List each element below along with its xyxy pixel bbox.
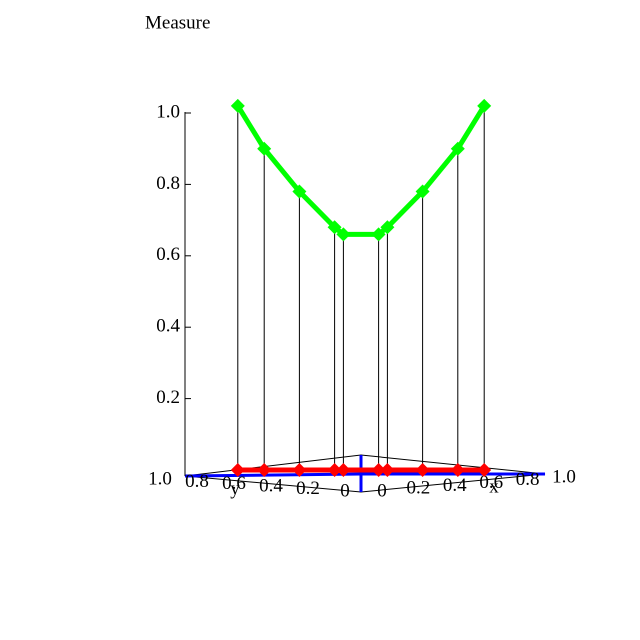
point <box>257 463 272 477</box>
point <box>380 220 395 235</box>
point <box>477 463 492 477</box>
point <box>230 98 245 113</box>
point <box>336 227 351 242</box>
point <box>327 220 342 235</box>
y-axis-label: y <box>230 478 240 499</box>
x-tick-label: 0.2 <box>407 478 431 499</box>
y-tick-label: 1.0 <box>148 468 172 489</box>
point <box>450 141 465 156</box>
x-tick-label: 0.8 <box>516 469 540 490</box>
x-tick-label: 0.6 <box>479 472 503 493</box>
y-tick-label: 0.6 <box>222 473 246 494</box>
point <box>230 463 245 477</box>
point <box>380 463 395 477</box>
y-tick-label: 0.4 <box>259 476 283 497</box>
point <box>327 463 342 477</box>
point <box>371 463 386 477</box>
point <box>292 463 307 477</box>
point <box>336 463 351 477</box>
y-tick-label: 0.8 <box>185 471 209 492</box>
x-tick-label: 0 <box>377 480 387 501</box>
point <box>415 184 430 199</box>
y-tick-label: 0 <box>340 480 350 501</box>
z-tick-label: 0.8 <box>156 173 180 194</box>
x-tick-label: 1.0 <box>552 466 576 487</box>
series-line <box>235 104 487 237</box>
point <box>450 463 465 477</box>
y-axis <box>184 472 362 478</box>
z-tick-label: 0.2 <box>156 387 180 408</box>
point <box>415 463 430 477</box>
point <box>371 227 386 242</box>
z-tick-label: 0.4 <box>156 316 180 337</box>
point <box>257 141 272 156</box>
z-tick-label: 0.6 <box>156 244 180 265</box>
x-tick-label: 0.4 <box>443 475 467 496</box>
chart-title: Measure <box>145 12 210 33</box>
x-axis-label: x <box>489 476 499 497</box>
y-tick-label: 0.2 <box>296 478 320 499</box>
point <box>292 184 307 199</box>
z-tick-label: 1.0 <box>156 101 180 122</box>
point <box>477 98 492 113</box>
